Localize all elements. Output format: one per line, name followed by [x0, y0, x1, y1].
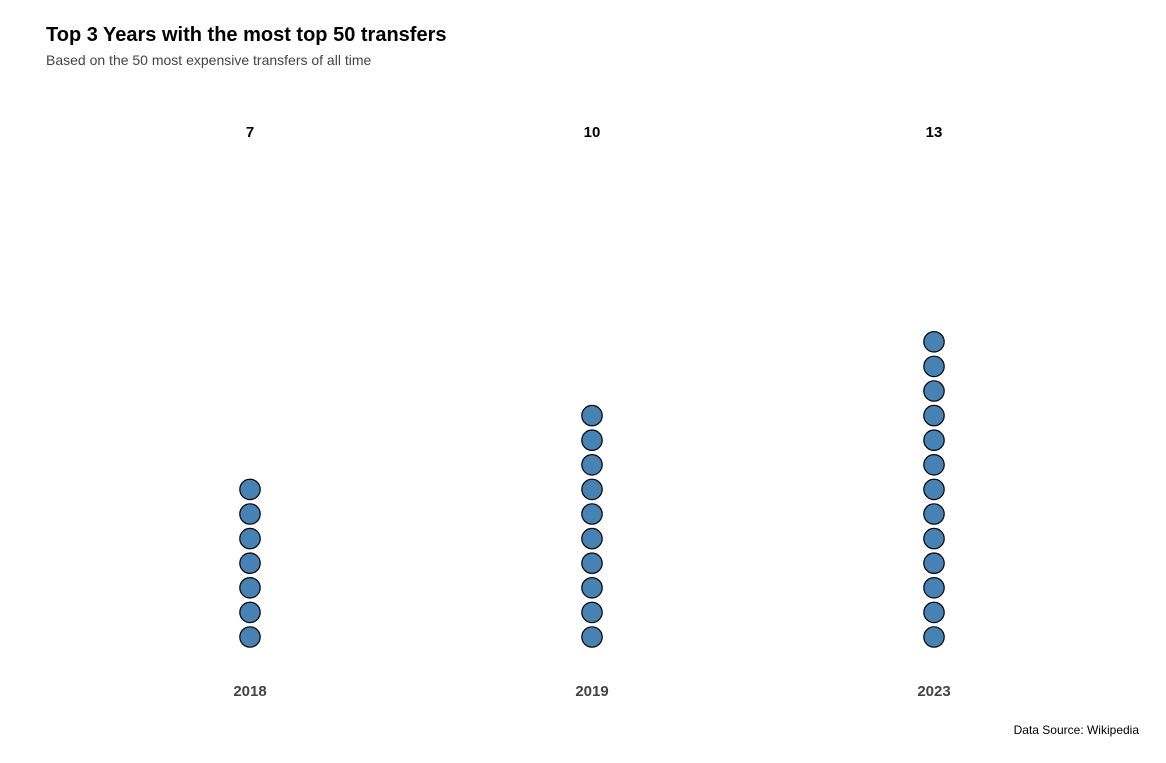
dot-2023-12: [923, 355, 945, 378]
dot-2018-5: [239, 527, 261, 550]
dot-2019-8: [581, 453, 603, 476]
dot-2019-7: [581, 478, 603, 501]
dots-layer: [239, 330, 945, 648]
count-label-2023: 13: [926, 124, 943, 141]
dot-2023-9: [923, 429, 945, 451]
chart-title: Top 3 Years with the most top 50 transfe…: [46, 24, 447, 46]
dot-2023-1: [923, 626, 945, 648]
dot-2023-6: [923, 503, 945, 525]
dot-2018-7: [239, 478, 261, 501]
count-labels-layer: 7 10 13: [246, 124, 943, 141]
dot-2019-9: [581, 429, 603, 451]
dot-2023-7: [923, 478, 945, 501]
dot-2023-13: [923, 330, 945, 353]
dot-2023-5: [923, 527, 945, 550]
dot-2023-8: [923, 453, 945, 476]
dot-2023-10: [923, 404, 945, 427]
year-label-2018: 2018: [233, 683, 266, 700]
dot-2018-6: [239, 503, 261, 525]
dot-2019-10: [581, 404, 603, 427]
dot-2019-3: [581, 576, 603, 599]
dot-2018-4: [239, 552, 261, 574]
year-label-2023: 2023: [917, 683, 950, 700]
chart-subtitle: Based on the 50 most expensive transfers…: [46, 52, 372, 68]
dot-2019-4: [581, 552, 603, 574]
dot-2019-1: [581, 626, 603, 648]
data-source-caption: Data Source: Wikipedia: [1013, 723, 1139, 737]
count-label-2018: 7: [246, 124, 254, 141]
dot-2019-2: [581, 601, 603, 624]
dot-2018-2: [239, 601, 261, 624]
dot-2023-11: [923, 380, 945, 402]
year-label-2019: 2019: [575, 683, 608, 700]
dot-2018-3: [239, 576, 261, 599]
dot-2023-3: [923, 576, 945, 599]
count-label-2019: 10: [584, 124, 601, 141]
dot-2023-4: [923, 552, 945, 574]
dot-2019-5: [581, 527, 603, 550]
year-labels-layer: 2018 2019 2023: [233, 683, 950, 700]
dot-2018-1: [239, 626, 261, 648]
dot-2023-2: [923, 601, 945, 624]
dot-2019-6: [581, 503, 603, 525]
